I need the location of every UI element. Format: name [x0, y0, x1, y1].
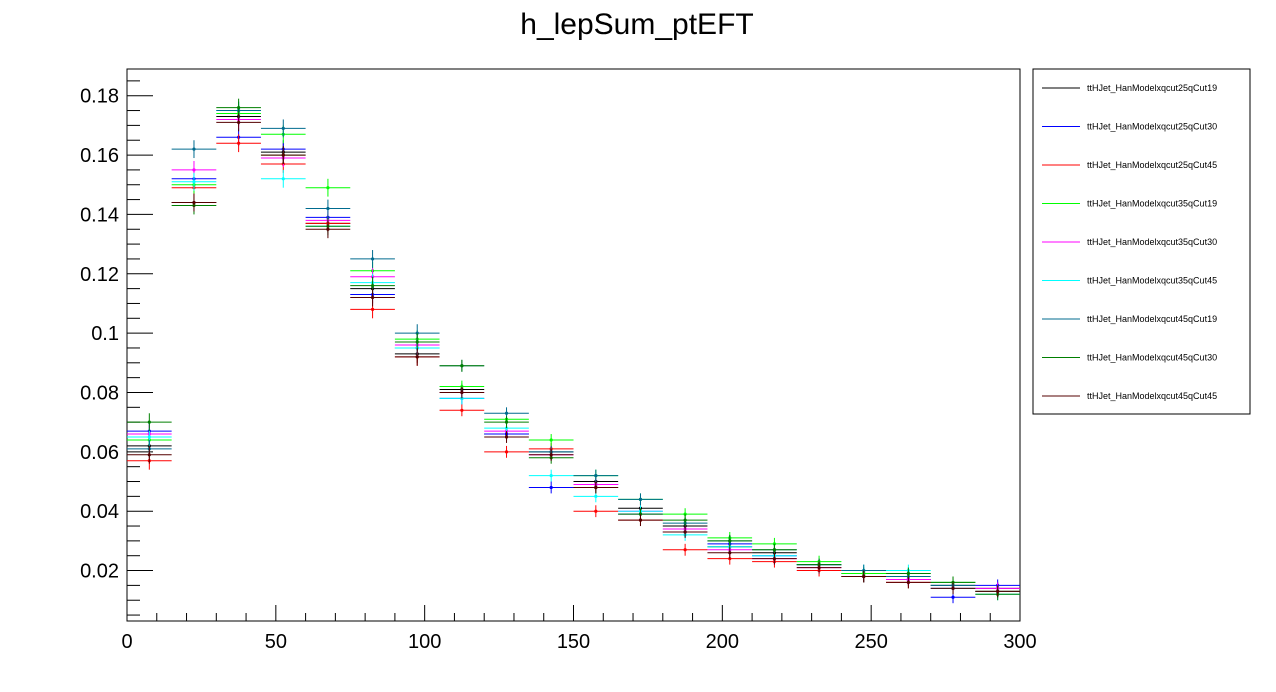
data-point [817, 565, 821, 570]
y-tick-label: 0.12 [80, 264, 119, 286]
data-point [638, 497, 643, 501]
data-point [951, 586, 955, 590]
x-tick-label: 200 [706, 631, 739, 653]
data-point [594, 473, 598, 478]
legend-label: ttHJet_HanModelxqcut25qCut19 [1087, 83, 1217, 93]
series-layer [127, 98, 1020, 604]
data-point [326, 186, 330, 190]
y-tick-label: 0.02 [80, 561, 119, 583]
y-tick-label: 0.1 [91, 323, 119, 345]
data-point [549, 438, 553, 442]
data-point [460, 390, 464, 395]
data-point [594, 494, 598, 498]
data-point [460, 364, 464, 368]
data-point [415, 340, 419, 344]
data-point [906, 580, 910, 585]
data-point [147, 435, 151, 439]
y-tick-label: 0.16 [80, 145, 119, 167]
data-point [951, 595, 955, 599]
data-point [549, 453, 553, 457]
data-point [147, 420, 151, 424]
legend-label: ttHJet_HanModelxqcut35qCut19 [1087, 199, 1217, 209]
data-point [683, 548, 687, 552]
data-point [192, 168, 196, 172]
data-point [996, 589, 1000, 593]
y-tick-label: 0.18 [80, 86, 119, 108]
data-point [594, 485, 598, 490]
y-tick-label: 0.14 [80, 204, 119, 226]
data-point [683, 518, 687, 522]
data-point [281, 126, 285, 130]
plot-frame [126, 68, 1021, 622]
legend-label: ttHJet_HanModelxqcut35qCut30 [1087, 237, 1217, 247]
data-point [504, 450, 509, 454]
data-point [192, 147, 196, 151]
data-point [370, 295, 375, 300]
legend-label: ttHJet_HanModelxqcut35qCut45 [1087, 276, 1217, 286]
data-point [504, 435, 509, 439]
y-tick-label: 0.08 [80, 382, 119, 404]
x-tick-label: 300 [1003, 631, 1036, 653]
y-tick-label: 0.06 [80, 442, 119, 464]
data-point [281, 177, 285, 181]
data-point [192, 200, 196, 205]
series-9 [127, 113, 1020, 598]
data-point [237, 141, 241, 145]
data-point [772, 548, 777, 552]
data-point [326, 206, 330, 211]
legend-label: ttHJet_HanModelxqcut25qCut45 [1087, 160, 1217, 170]
data-point [192, 180, 196, 184]
data-point [504, 411, 509, 415]
data-point [460, 408, 464, 412]
data-point [728, 557, 732, 561]
legend: ttHJet_HanModelxqcut25qCut19 ttHJet_HanMo… [1032, 68, 1251, 415]
data-point [862, 574, 866, 579]
data-point [415, 355, 419, 359]
data-point [549, 485, 553, 490]
x-tick-label: 150 [557, 631, 590, 653]
legend-label: ttHJet_HanModelxqcut45qCut30 [1087, 353, 1217, 363]
x-tick-label: 0 [121, 631, 132, 653]
x-tick-label: 100 [408, 631, 441, 653]
data-point [370, 257, 375, 261]
data-point [326, 227, 330, 231]
data-point [370, 307, 375, 311]
data-point [370, 284, 375, 288]
data-point [728, 539, 732, 543]
y-tick-label: 0.04 [80, 501, 119, 523]
x-tick-label: 250 [854, 631, 887, 653]
data-point [772, 557, 777, 561]
data-point [549, 473, 553, 478]
data-point [906, 571, 910, 576]
legend-label: ttHJet_HanModelxqcut45qCut45 [1087, 391, 1217, 401]
data-point [237, 105, 241, 110]
data-point [281, 153, 285, 157]
legend-label: ttHJet_HanModelxqcut25qCut30 [1087, 122, 1217, 132]
legend-label: ttHJet_HanModelxqcut45qCut19 [1087, 314, 1217, 324]
data-point [728, 551, 732, 555]
data-point [237, 120, 241, 125]
x-tick-label: 50 [265, 631, 287, 653]
chart-title: h_lepSum_ptEFT [520, 8, 753, 41]
data-point [147, 453, 151, 457]
data-point [638, 518, 643, 522]
data-point [504, 420, 509, 424]
data-point [683, 530, 687, 534]
data-point [594, 509, 598, 513]
axes-layer: 0 50 100 150 200 250 300 0.02 0.04 0.06 0.08 0.1 0.1… [80, 80, 1037, 653]
